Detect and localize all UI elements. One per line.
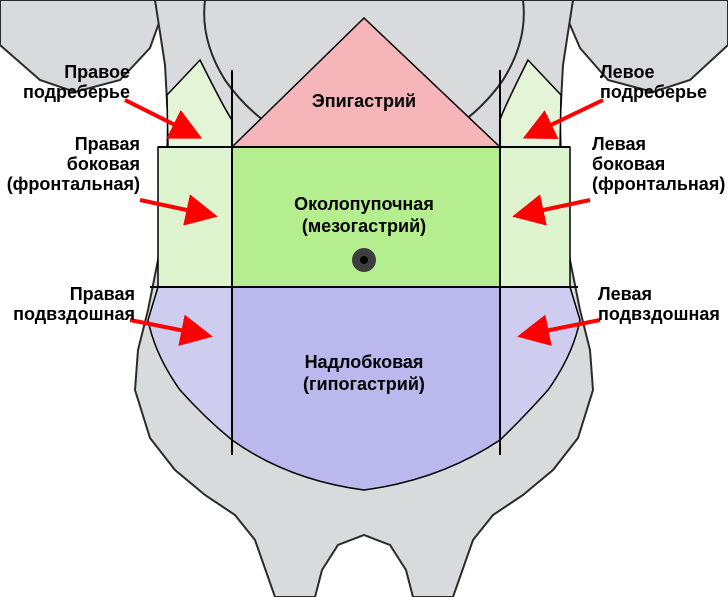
label-umbilical-2: (мезогастрий) (302, 216, 426, 236)
label-left-hypochondrium-1: Левое (600, 62, 654, 82)
label-right-hypochondrium-1: Правое (64, 62, 130, 82)
label-suprapubic-2: (гипогастрий) (303, 374, 425, 394)
label-right-lateral-2: боковая (67, 154, 140, 174)
label-right-lateral-1: Правая (75, 134, 140, 154)
region-left-lateral (500, 147, 570, 287)
label-left-lateral-1: Левая (592, 134, 646, 154)
label-left-lateral-2: боковая (592, 154, 665, 174)
label-suprapubic-1: Надлобковая (305, 352, 424, 372)
label-left-iliac-1: Левая (598, 284, 652, 304)
label-umbilical-1: Околопупочная (294, 194, 434, 214)
label-right-iliac-1: Правая (70, 284, 135, 304)
abdominal-regions-diagram: Эпигастрий Околопупочная (мезогастрий) Н… (0, 0, 728, 597)
label-left-hypochondrium-2: подреберье (600, 82, 707, 102)
navel-icon (352, 248, 376, 272)
label-right-hypochondrium-2: подреберье (23, 82, 130, 102)
label-epigastric: Эпигастрий (312, 91, 416, 111)
region-right-lateral (158, 147, 232, 287)
label-left-lateral-3: (фронтальная) (592, 174, 725, 194)
label-right-iliac-2: подвздошная (13, 304, 135, 324)
label-right-lateral-3: (фронтальная) (7, 174, 140, 194)
label-left-iliac-2: подвздошная (598, 304, 720, 324)
